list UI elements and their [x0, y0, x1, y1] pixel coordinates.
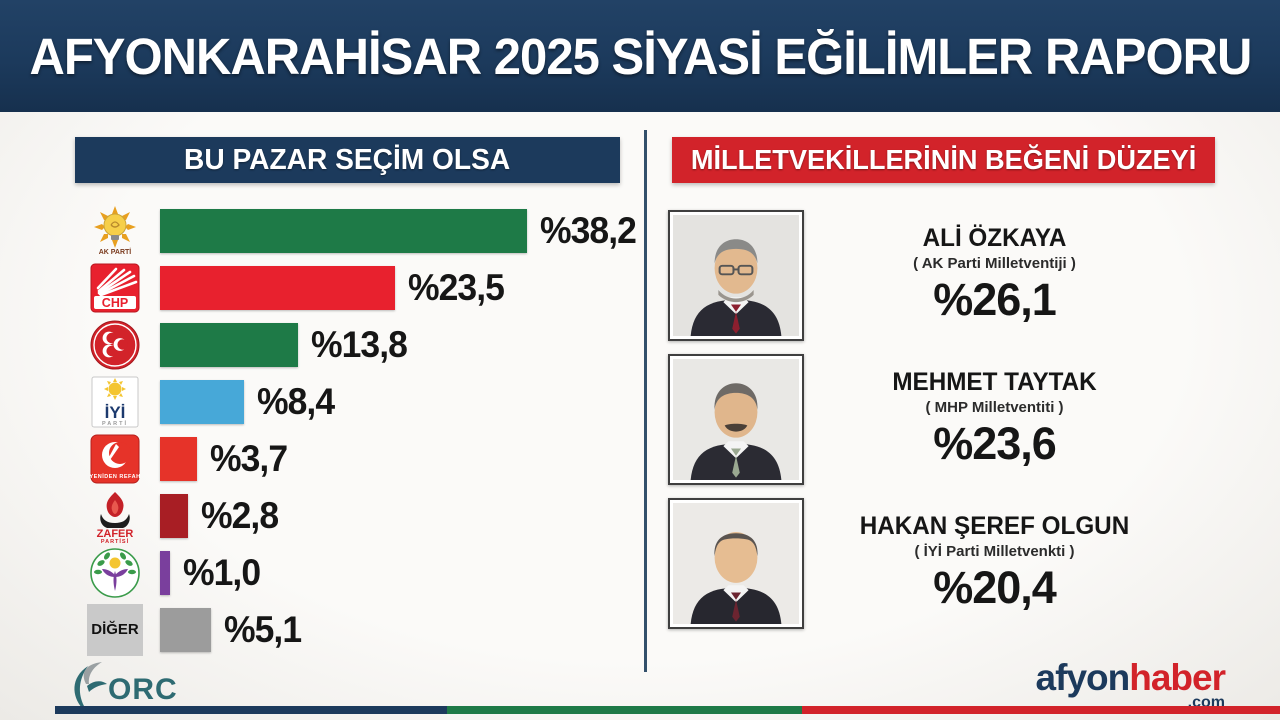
poll-bar — [160, 607, 211, 652]
party-row: İYİ PARTİ %8,4 — [85, 373, 640, 430]
mp-subtitle: ( İYİ Parti Milletvenkti ) — [914, 543, 1075, 560]
party-row: YENİDEN REFAH %3,7 — [85, 430, 640, 487]
stripe-red-segment — [802, 706, 1280, 714]
afyonhaber-logo: afyonhaber .com — [1035, 657, 1226, 711]
akparti-logo: AK PARTİ — [85, 203, 145, 259]
title-banner: AFYONKARAHİSAR 2025 SİYASİ EĞİLİMLER RAP… — [0, 0, 1280, 112]
mp-info: MEHMET TAYTAK ( MHP Milletventiti ) %23,6 — [804, 368, 1215, 470]
diger-box: DİĞER — [85, 602, 145, 658]
mp-name: HAKAN ŞEREF OLGUN — [859, 512, 1130, 540]
svg-text:PARTİ: PARTİ — [102, 420, 128, 427]
mp-approval-value: %20,4 — [933, 562, 1057, 613]
poll-value: %8,4 — [257, 380, 335, 422]
mehmet-taytak-portrait — [668, 353, 804, 485]
party-row: %13,8 — [85, 316, 640, 373]
page-title: AFYONKARAHİSAR 2025 SİYASİ EĞİLİMLER RAP… — [29, 27, 1252, 85]
svg-text:CHP: CHP — [102, 296, 128, 310]
zafer-logo: ZAFER PARTİSİ — [85, 488, 145, 544]
hakan-seref-olgun-portrait — [668, 497, 804, 629]
poll-value: %3,7 — [210, 437, 288, 479]
mp-subtitle: ( MHP Milletventiti ) — [925, 399, 1064, 416]
poll-value: %1,0 — [183, 551, 261, 593]
ali-ozkaya-portrait — [668, 209, 804, 341]
bottom-tricolor-stripe — [55, 706, 1280, 714]
poll-bar — [160, 436, 197, 481]
mp-info: ALİ ÖZKAYA ( AK Parti Milletventiji ) %26,… — [804, 224, 1215, 326]
orc-wordmark: ORC — [108, 673, 178, 706]
poll-section-title: BU PAZAR SEÇİM OLSA — [184, 143, 511, 176]
stripe-green-segment — [447, 706, 803, 714]
mp-section-title: MİLLETVEKİLLERİNİN BEĞENİ DÜZEYİ — [690, 144, 1197, 175]
mp-name: ALİ ÖZKAYA — [922, 224, 1067, 252]
chp-logo: CHP — [85, 260, 145, 316]
dem-logo — [85, 545, 145, 601]
svg-text:YENİDEN REFAH: YENİDEN REFAH — [90, 473, 140, 480]
mp-info: HAKAN ŞEREF OLGUN ( İYİ Parti Milletvenkt… — [804, 512, 1215, 614]
stripe-navy-segment — [55, 706, 447, 714]
party-row: ZAFER PARTİSİ %2,8 — [85, 487, 640, 544]
party-row: DİĞER %5,1 — [85, 601, 640, 658]
iyi-logo: İYİ PARTİ — [85, 374, 145, 430]
diger-label-box: DİĞER — [87, 603, 143, 656]
party-row: %1,0 — [85, 544, 640, 601]
party-row: AK PARTİ %38,2 — [85, 202, 640, 259]
panel-divider — [644, 130, 647, 672]
mp-card: ALİ ÖZKAYA ( AK Parti Milletventiji ) %26,… — [668, 203, 1215, 347]
party-logo-label: AK PARTİ — [98, 248, 132, 256]
poll-bar — [160, 265, 395, 310]
poll-bar — [160, 550, 170, 595]
mp-section-header: MİLLETVEKİLLERİNİN BEĞENİ DÜZEYİ — [672, 137, 1215, 183]
brand-afyon-text: afyon — [1035, 657, 1131, 698]
orc-swoosh-icon — [74, 662, 107, 708]
mp-approval-value: %23,6 — [933, 418, 1057, 469]
poll-value: %5,1 — [224, 608, 302, 650]
poll-value: %2,8 — [201, 494, 279, 536]
mp-card: MEHMET TAYTAK ( MHP Milletventiti ) %23,6 — [668, 347, 1215, 491]
party-row: CHP %23,5 — [85, 259, 640, 316]
poll-bar — [160, 493, 188, 538]
svg-text:İYİ: İYİ — [105, 403, 126, 422]
brand-haber-text: haber — [1129, 657, 1226, 698]
mp-card: HAKAN ŞEREF OLGUN ( İYİ Parti Milletvenkt… — [668, 491, 1215, 635]
poll-bar — [160, 322, 298, 367]
mp-subtitle: ( AK Parti Milletventiji ) — [913, 255, 1076, 272]
svg-text:ZAFER: ZAFER — [97, 528, 134, 540]
mhp-logo — [85, 317, 145, 373]
poll-bar — [160, 208, 528, 253]
mp-list: ALİ ÖZKAYA ( AK Parti Milletventiji ) %26,… — [668, 203, 1215, 635]
orc-logo: ORC — [62, 658, 200, 710]
svg-text:PARTİSİ: PARTİSİ — [101, 538, 129, 544]
poll-value: %23,5 — [408, 266, 505, 308]
poll-bar — [160, 379, 244, 424]
yrp-logo: YENİDEN REFAH — [85, 431, 145, 487]
mp-name: MEHMET TAYTAK — [892, 368, 1097, 396]
poll-value: %38,2 — [540, 209, 637, 251]
poll-bar-chart: AK PARTİ %38,2 CHP %23,5 %13,8 — [85, 202, 640, 658]
poll-section-header: BU PAZAR SEÇİM OLSA — [75, 137, 620, 183]
mp-approval-value: %26,1 — [933, 274, 1057, 325]
poll-value: %13,8 — [311, 323, 408, 365]
